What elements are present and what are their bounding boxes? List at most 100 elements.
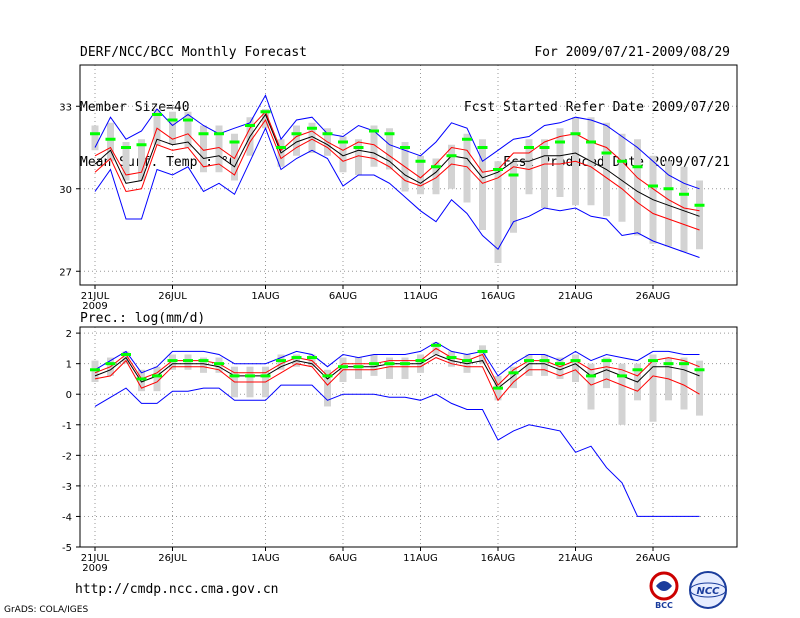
precip-spread-box	[541, 354, 548, 376]
precip-xtick-label: 21JUL	[81, 553, 110, 564]
temp-spread-box	[479, 139, 486, 230]
precip-spread-box	[200, 357, 207, 373]
precip-xtick-label: 16AUG	[481, 553, 516, 564]
ncc-logo-text: NCC	[696, 586, 720, 597]
precip-ytick-label: -1	[62, 421, 72, 432]
precip-mean-marker	[369, 362, 379, 366]
precip-spread-box	[556, 357, 564, 379]
temp-spread-box	[138, 139, 145, 181]
temp-spread-box	[293, 125, 300, 156]
precip-mean-marker	[260, 374, 271, 378]
precip-mean-marker	[539, 359, 550, 363]
precip-mean-marker	[632, 368, 643, 372]
temp-mean-marker	[105, 137, 116, 141]
temp-spread-box	[510, 161, 517, 233]
temp-mean-marker	[90, 132, 100, 136]
precip-spread-box	[184, 354, 192, 370]
temp-mean-marker	[508, 173, 519, 177]
precip-spread-box	[510, 366, 517, 389]
precip-ytick-label: -5	[62, 543, 72, 554]
precip-mean-marker	[493, 386, 503, 390]
precip-ytick-label: -4	[62, 512, 72, 523]
precip-spread-box	[277, 354, 285, 370]
temp-mean-marker	[152, 113, 162, 116]
temp-mean-marker	[183, 118, 193, 122]
temp-mean-marker	[555, 140, 565, 144]
temp-spread-box	[370, 125, 378, 167]
precip-mean-marker	[524, 359, 534, 363]
precip-spread-box	[448, 351, 455, 367]
temp-mean-marker	[307, 126, 317, 130]
grads-credit: GrADS: COLA/IGES	[4, 605, 89, 615]
temp-spread-box	[665, 161, 672, 247]
temp-spread-box	[200, 125, 207, 173]
precip-ytick-label: 1	[66, 360, 72, 371]
precip-mean-marker	[462, 359, 472, 363]
temp-mean-marker	[524, 146, 534, 149]
temp-spread-box	[432, 158, 440, 195]
temp-mean-marker	[601, 151, 612, 155]
precip-line-p10	[94, 357, 700, 402]
temp-spread-box	[463, 133, 471, 203]
precip-mean-marker	[400, 362, 410, 366]
temp-mean-marker	[353, 146, 364, 149]
precip-mean-marker	[648, 359, 658, 363]
precip-mean-marker	[291, 356, 302, 360]
precip-mean-marker	[586, 374, 596, 378]
precip-spread-box	[91, 360, 99, 382]
temp-mean-marker	[446, 154, 457, 158]
bcc-logo-text: BCC	[655, 601, 673, 610]
temp-mean-marker	[245, 124, 255, 127]
source-url[interactable]: http://cmdp.ncc.cma.gov.cn	[75, 582, 279, 597]
temp-spread-box	[169, 111, 176, 145]
precip-mean-marker	[276, 359, 286, 363]
precip-spread-box	[386, 357, 393, 379]
temp-spread-box	[696, 180, 703, 250]
precip-ytick-label: -2	[62, 451, 72, 462]
temp-ytick-label: 33	[59, 102, 72, 113]
precip-spread-box	[696, 360, 703, 416]
temp-mean-marker	[322, 132, 333, 136]
precip-panel: 2 1 0 -1 -2 -3 -4 -5 21JUL 26JUL 1AUG 6AUG 11AUG 16AU…	[62, 326, 738, 574]
precip-spread-box	[153, 366, 161, 392]
temp-spread-box	[262, 109, 269, 129]
precip-spread-box	[169, 354, 176, 370]
precip-title: Prec.: log(mm/d)	[80, 311, 205, 326]
temp-line-p10	[94, 118, 700, 231]
temp-mean-marker	[539, 146, 550, 149]
temp-mean-marker	[384, 132, 395, 136]
precip-line-p50	[94, 353, 700, 389]
temp-mean-marker	[136, 143, 147, 147]
precip-line-min	[94, 384, 700, 517]
precip-line-max	[94, 341, 700, 377]
temp-mean-marker	[121, 146, 131, 149]
temp-spread-box	[525, 139, 533, 195]
precip-mean-marker	[353, 365, 364, 369]
temp-mean-marker	[632, 165, 643, 169]
temp-spread-box	[541, 139, 548, 208]
precip-mean-marker	[183, 359, 193, 363]
temp-spread-box	[556, 128, 564, 197]
precip-spread-box	[649, 354, 657, 422]
temp-ytick-label: 30	[59, 185, 72, 196]
precip-mean-marker	[663, 362, 674, 366]
temp-spread-box	[494, 161, 502, 263]
precip-xtick-label: 6AUG	[329, 553, 357, 564]
temp-xtick-label: 26AUG	[636, 291, 671, 302]
temp-spread-box	[184, 111, 192, 148]
precip-mean-marker	[198, 359, 209, 363]
temp-spread-box	[634, 139, 641, 236]
forecast-period: For 2009/07/21-2009/08/29	[534, 45, 730, 60]
temp-line-p50	[94, 113, 700, 217]
precip-mean-marker	[415, 359, 426, 363]
temp-mean-marker	[493, 168, 503, 171]
temp-xtick-label: 1AUG	[251, 291, 279, 302]
precip-mean-marker	[508, 371, 519, 375]
precip-mean-marker	[322, 374, 333, 378]
temp-year-label: 2009	[82, 301, 107, 312]
bcc-logo: BCC	[649, 571, 679, 610]
precip-spread-box	[355, 357, 362, 379]
precip-mean-marker	[338, 365, 348, 369]
precip-spread-box	[401, 357, 409, 379]
precip-mean-marker	[679, 362, 689, 366]
